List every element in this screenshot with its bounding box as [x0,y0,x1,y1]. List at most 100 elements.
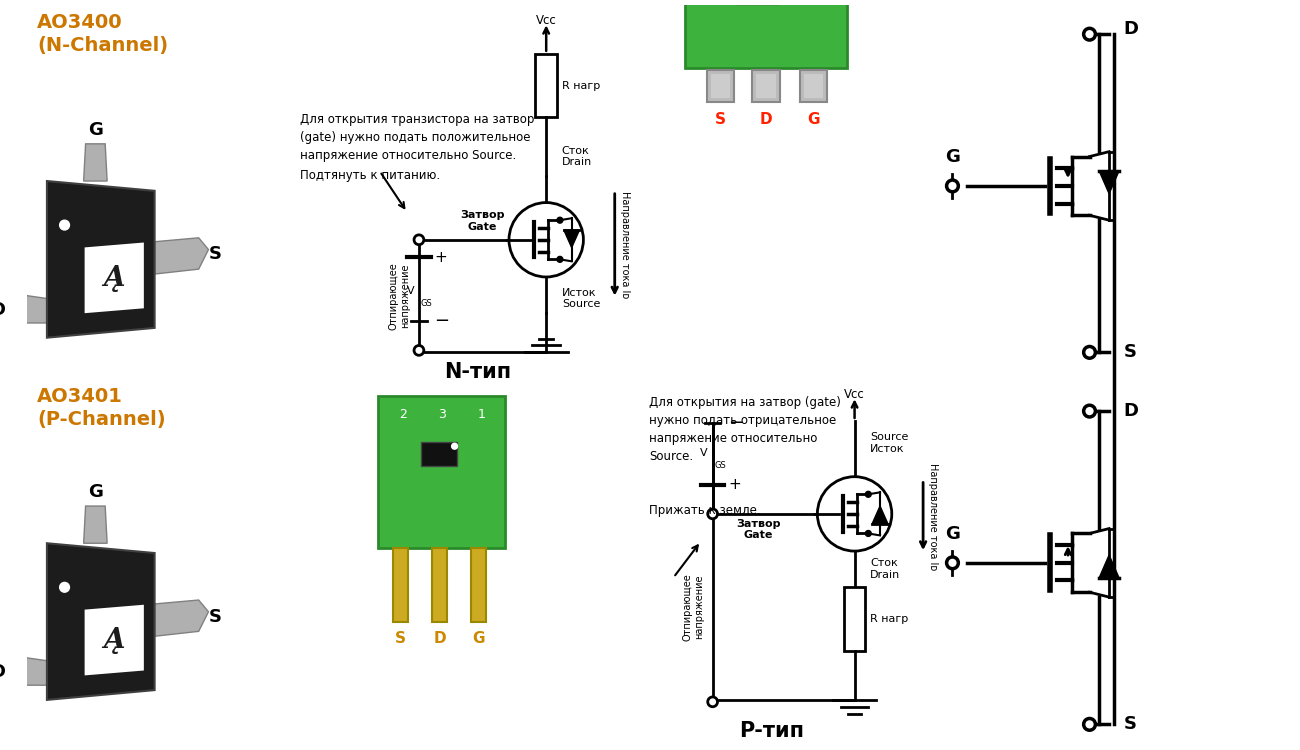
Polygon shape [83,144,107,181]
Polygon shape [83,506,107,543]
Text: Направление тока Iᴅ: Направление тока Iᴅ [620,191,629,298]
Bar [393,548,408,622]
Circle shape [510,202,584,277]
Circle shape [60,583,69,592]
Text: S: S [209,245,222,263]
Text: D: D [0,302,5,320]
Polygon shape [84,604,144,676]
Polygon shape [1100,555,1119,578]
Text: S: S [1123,344,1136,362]
Text: V: V [407,286,413,296]
Circle shape [946,557,958,568]
Circle shape [1084,718,1096,730]
Text: Отпирающее
напряжение: Отпирающее напряжение [389,262,411,330]
Circle shape [60,220,69,230]
Circle shape [866,530,871,536]
Bar [536,54,556,118]
Text: G: G [807,112,820,127]
Bar [757,74,776,98]
Polygon shape [872,506,888,524]
Text: +: + [728,477,741,492]
Text: D: D [433,632,446,646]
Text: Для открытия транзистора на затвор
(gate) нужно подать положительное
напряжение : Для открытия транзистора на затвор (gate… [299,112,534,161]
Text: Для открытия на затвор (gate)
нужно подать отрицательное
напряжение относительно: Для открытия на затвор (gate) нужно пода… [649,397,841,464]
Bar [378,397,506,548]
Polygon shape [84,242,144,314]
Text: +: + [434,250,447,265]
Text: Р-тип: Р-тип [738,722,803,742]
Text: R нагр: R нагр [870,614,909,624]
Bar [753,70,780,102]
Bar [685,0,846,68]
Text: Исток
Source: Исток Source [562,288,601,309]
Circle shape [451,443,458,449]
Text: N-тип: N-тип [445,362,511,382]
Text: Отпирающее
напряжение: Отпирающее напряжение [682,573,703,640]
Bar [803,74,823,98]
Polygon shape [47,181,155,338]
Text: G: G [945,148,959,166]
Text: −: − [728,414,744,432]
Text: V: V [701,448,707,458]
Text: Сток
Drain: Сток Drain [870,559,901,580]
Circle shape [707,697,718,706]
Text: Затвор
Gate: Затвор Gate [736,519,781,540]
Circle shape [556,256,563,262]
Text: S: S [715,112,725,127]
Text: GS: GS [715,460,727,470]
Text: Vcc: Vcc [536,14,556,27]
Circle shape [413,346,424,355]
Circle shape [1084,405,1096,417]
Bar [471,548,486,622]
Text: −: − [434,312,450,330]
Bar [844,587,866,651]
Text: G: G [88,122,103,140]
Text: S: S [1123,716,1136,734]
Bar [432,548,447,622]
Text: G: G [945,525,959,543]
Text: GS: GS [421,299,433,308]
Circle shape [818,477,892,551]
Text: AO3401
(P-Channel): AO3401 (P-Channel) [38,386,166,429]
Text: D: D [0,664,5,682]
Polygon shape [155,600,208,636]
Text: D: D [1123,402,1139,420]
Text: Направление тока Iᴅ: Направление тока Iᴅ [928,463,939,570]
Bar [736,0,780,4]
Polygon shape [47,543,155,700]
Polygon shape [1100,171,1119,194]
Text: Затвор
Gate: Затвор Gate [460,210,504,232]
Text: D: D [1123,20,1139,38]
Text: 2: 2 [399,408,407,422]
Text: Ą: Ą [104,627,125,654]
Circle shape [866,491,871,497]
Text: G: G [88,483,103,501]
Bar [800,70,827,102]
Text: Source
Исток: Source Исток [870,432,909,454]
Text: G: G [472,632,485,646]
Text: Сток
Drain: Сток Drain [562,146,592,167]
Circle shape [707,509,718,519]
Circle shape [413,235,424,244]
Bar [711,74,731,98]
Text: 1: 1 [477,408,485,422]
Polygon shape [155,238,208,274]
Text: AO3400
(N-Channel): AO3400 (N-Channel) [38,13,168,55]
Text: S: S [395,632,406,646]
Bar [421,442,456,466]
Circle shape [556,217,563,223]
Text: Прижать к земле.: Прижать к земле. [649,504,760,517]
Text: 3: 3 [438,408,446,422]
Polygon shape [564,230,580,248]
Text: S: S [209,608,222,625]
Text: D: D [759,112,772,127]
Text: Ą: Ą [104,265,125,292]
Polygon shape [3,656,47,686]
Circle shape [1084,346,1096,358]
Text: Подтянуть к питанию.: Подтянуть к питанию. [299,170,439,182]
Polygon shape [3,293,47,323]
Bar [707,70,734,102]
Text: Vcc: Vcc [844,388,865,401]
Text: R нагр: R нагр [562,80,601,91]
Circle shape [946,180,958,192]
